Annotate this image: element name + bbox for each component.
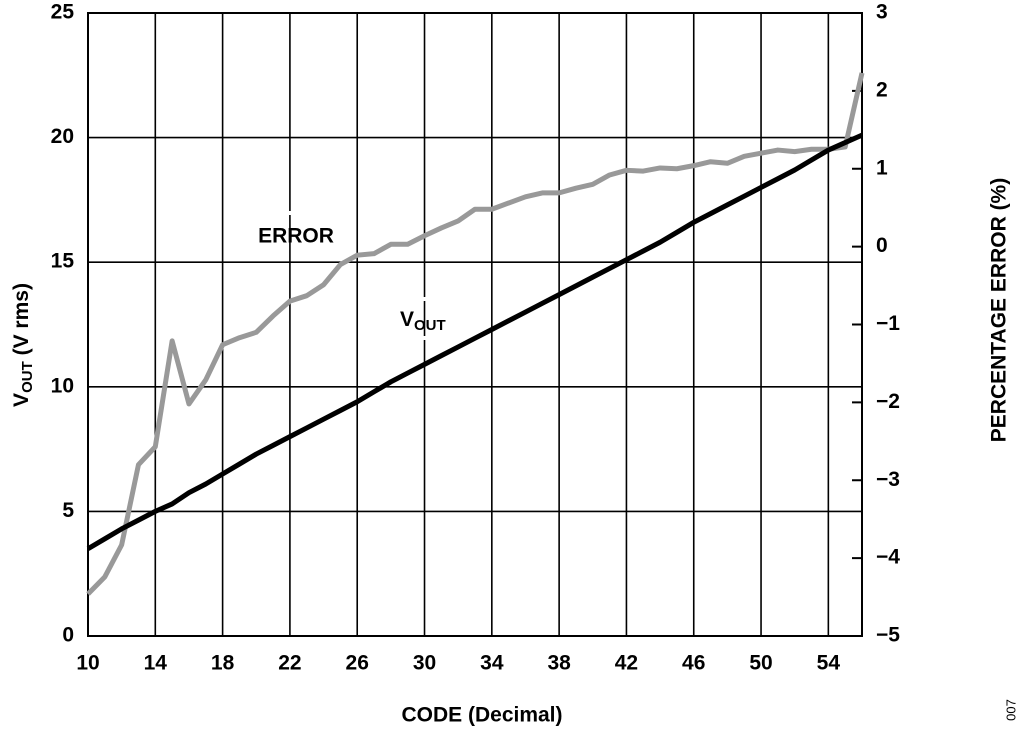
y2-tick-label: 3 bbox=[876, 1, 888, 24]
x-axis-label: CODE (Decimal) bbox=[401, 704, 562, 727]
y2-tick-label: 0 bbox=[876, 234, 888, 257]
x-tick-label: 38 bbox=[547, 652, 571, 675]
label-bg bbox=[266, 211, 330, 215]
y2-axis-label: PERCENTAGE ERROR (%) bbox=[988, 178, 1011, 442]
x-tick-label: 34 bbox=[480, 652, 504, 675]
x-tick-label: 22 bbox=[278, 652, 301, 675]
data-line bbox=[86, 132, 864, 551]
y-tick-label: 10 bbox=[51, 374, 74, 397]
y2-tick-label: 1 bbox=[876, 156, 888, 179]
x-tick-label: 42 bbox=[615, 652, 638, 675]
y2-tick-label: −1 bbox=[876, 312, 900, 335]
y2-tick-label: 2 bbox=[876, 78, 888, 101]
y-axis-label: VOUT (V rms) bbox=[10, 283, 36, 407]
x-tick-label: 18 bbox=[211, 652, 235, 675]
x-tick-label: 50 bbox=[749, 652, 772, 675]
y-axis-label-rest: (V rms) bbox=[10, 283, 33, 361]
y2-tick-label: −2 bbox=[876, 390, 900, 413]
y-tick-label: 25 bbox=[51, 1, 75, 24]
x-tick-label: 54 bbox=[817, 652, 841, 675]
x-tick-label: 14 bbox=[144, 652, 168, 675]
series-label: ERROR bbox=[258, 225, 334, 248]
label-bg bbox=[400, 336, 462, 340]
data-line bbox=[86, 72, 865, 596]
y2-tick-label: −4 bbox=[876, 546, 900, 569]
series-label: VOUT bbox=[400, 308, 446, 334]
figure-id: 007 bbox=[1003, 699, 1018, 721]
x-tick-label: 46 bbox=[682, 652, 705, 675]
y-tick-label: 5 bbox=[62, 499, 74, 522]
x-tick-label: 26 bbox=[346, 652, 369, 675]
y-tick-label: 20 bbox=[51, 125, 74, 148]
y-axis-label-main: V bbox=[10, 393, 33, 407]
series-label-sub: OUT bbox=[414, 317, 446, 334]
y2-tick-label: −5 bbox=[876, 624, 900, 647]
label-bg bbox=[400, 297, 462, 301]
y-axis-label-sub: OUT bbox=[19, 361, 36, 393]
y-tick-label: 0 bbox=[62, 624, 74, 647]
y-tick-label: 15 bbox=[51, 250, 75, 273]
x-tick-label: 30 bbox=[413, 652, 436, 675]
plot-frame bbox=[87, 12, 863, 637]
y2-tick-label: −3 bbox=[876, 468, 900, 491]
x-tick-label: 10 bbox=[76, 652, 99, 675]
series-label-main: V bbox=[400, 308, 414, 331]
